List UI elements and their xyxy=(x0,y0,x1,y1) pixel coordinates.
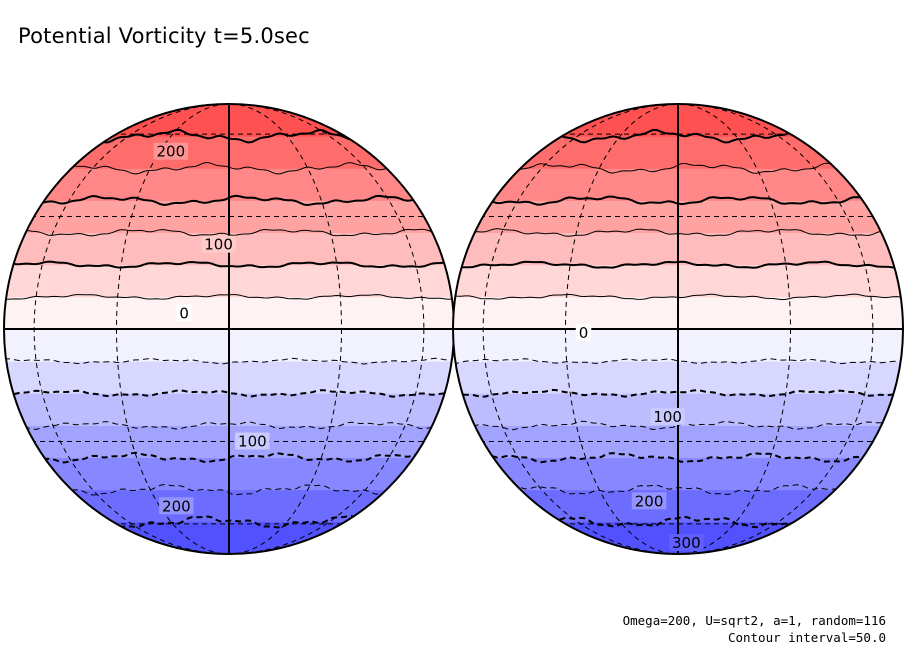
contour-label-bg xyxy=(153,142,189,160)
contour-label-bg xyxy=(575,323,592,341)
parameters-line: Omega=200, U=sqrt2, a=1, random=116 xyxy=(622,613,886,628)
contour-label-bg xyxy=(669,533,704,551)
right-hemisphere: 0 100 200 300 xyxy=(452,103,904,555)
contour-label-bg xyxy=(650,407,685,425)
contour-label-bg xyxy=(159,497,194,515)
contour-label-bg xyxy=(176,304,192,322)
contour-line xyxy=(4,421,453,430)
globe-outline xyxy=(452,103,904,555)
contour-label: 200 xyxy=(162,497,191,515)
contour-label: 200 xyxy=(635,492,664,510)
contour-label-bg xyxy=(235,432,270,450)
contour-label: 100 xyxy=(204,236,233,254)
contour-line xyxy=(4,451,453,464)
contour-label: 0 xyxy=(179,304,189,322)
contour-label: 100 xyxy=(653,408,682,426)
contour-label: 200 xyxy=(156,143,185,161)
footer-notes: Omega=200, U=sqrt2, a=1, random=116 Cont… xyxy=(623,612,886,646)
contour-interval-line: Contour interval=50.0 xyxy=(727,630,886,645)
contour-label-bg xyxy=(201,235,236,253)
contour-label: 100 xyxy=(238,433,267,451)
contour-line xyxy=(4,389,453,398)
contour-line xyxy=(453,451,902,464)
contour-label: 300 xyxy=(672,534,701,552)
contour-label-bg xyxy=(631,492,667,510)
chart-title: Potential Vorticity t=5.0sec xyxy=(18,24,310,48)
contour-label: 0 xyxy=(579,324,589,342)
contour-line xyxy=(453,388,902,398)
left-hemisphere: 200 100 0 100 200 xyxy=(3,103,455,555)
contour-line xyxy=(453,420,901,431)
